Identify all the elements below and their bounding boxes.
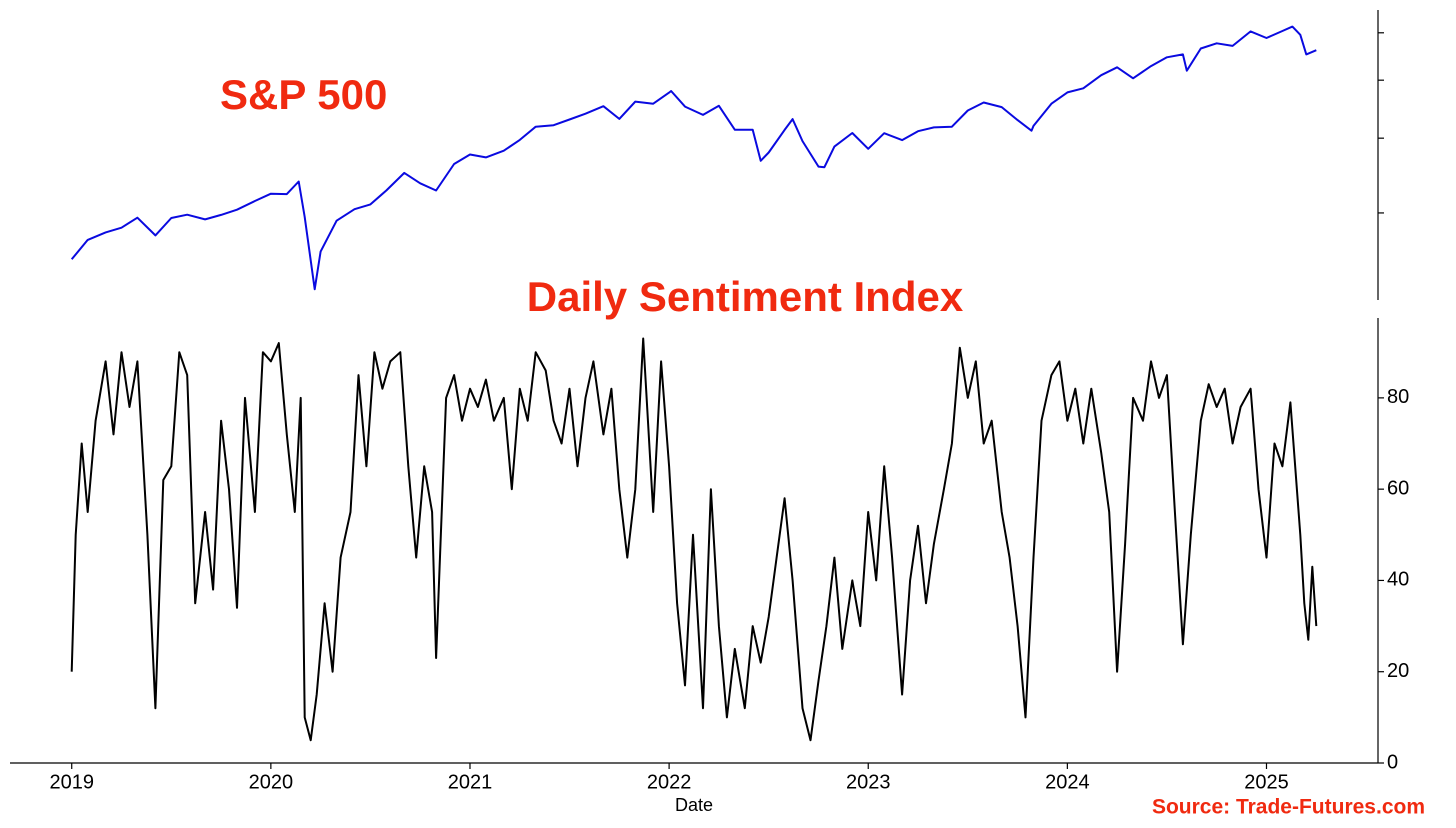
y-tick-label: 60	[1387, 477, 1409, 499]
x-tick-label: 2020	[249, 771, 294, 793]
line-series	[70, 25, 1317, 291]
y-tick-label: 40	[1387, 569, 1409, 591]
x-tick-label: 2021	[448, 771, 493, 793]
x-tick-label: 2023	[846, 771, 891, 793]
y-tick-label: 80	[1387, 386, 1409, 408]
x-tick-label: 2022	[647, 771, 692, 793]
y-tick-label: 0	[1387, 751, 1398, 773]
x-tick-label: 2019	[49, 771, 94, 793]
x-tick-label: 2025	[1244, 771, 1289, 793]
chart-title: Daily Sentiment Index	[527, 273, 964, 320]
y-tick-label: 20	[1387, 660, 1409, 682]
source-note: Source: Trade-Futures.com	[1152, 796, 1425, 819]
x-tick-label: 2024	[1045, 771, 1090, 793]
x-axis-label: Date	[675, 795, 713, 815]
line-series	[70, 337, 1318, 742]
chart-title: S&P 500	[220, 71, 387, 118]
